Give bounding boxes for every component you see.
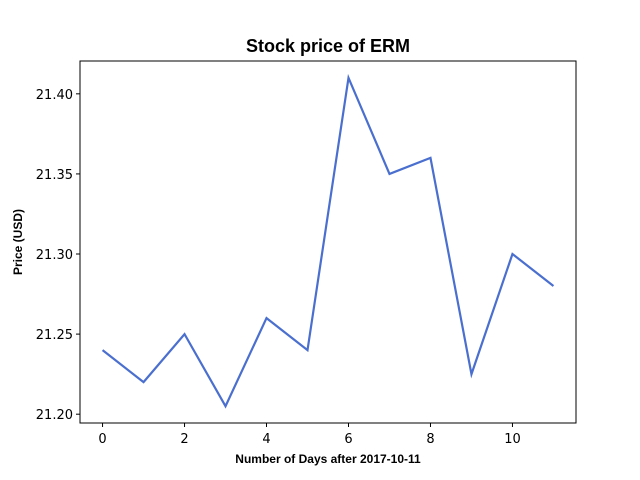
y-tick-label: 21.30 — [36, 248, 73, 263]
chart-title: Stock price of ERM — [246, 36, 410, 56]
y-tick-label: 21.35 — [36, 168, 73, 183]
y-tick-label: 21.20 — [36, 408, 73, 423]
x-tick-label: 4 — [262, 432, 270, 447]
x-axis-label: Number of Days after 2017-10-11 — [235, 452, 421, 466]
plot-area-frame — [79, 60, 577, 424]
y-tick-label: 21.40 — [36, 88, 73, 103]
x-axis-ticks: 0 2 4 6 8 10 — [98, 423, 521, 447]
x-tick-label: 6 — [344, 432, 352, 447]
x-tick-label: 8 — [426, 432, 434, 447]
x-tick-label: 2 — [180, 432, 188, 447]
y-axis-label: Price (USD) — [11, 209, 25, 275]
price-line — [101, 73, 555, 409]
x-tick-label: 0 — [98, 432, 106, 447]
x-tick-label: 10 — [504, 432, 521, 447]
y-axis-ticks: 21.20 21.25 21.30 21.35 21.40 — [36, 88, 80, 423]
series-layer — [101, 73, 555, 409]
y-tick-label: 21.25 — [36, 328, 73, 343]
